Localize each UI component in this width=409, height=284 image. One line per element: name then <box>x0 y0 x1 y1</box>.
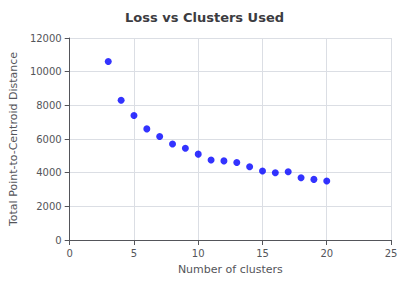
svg-text:12000: 12000 <box>30 33 62 44</box>
svg-text:10000: 10000 <box>30 66 62 77</box>
svg-text:6000: 6000 <box>36 134 61 145</box>
svg-text:20: 20 <box>320 248 333 259</box>
svg-text:4000: 4000 <box>36 167 61 178</box>
svg-text:10: 10 <box>192 248 205 259</box>
svg-text:25: 25 <box>385 248 398 259</box>
svg-text:5: 5 <box>131 248 137 259</box>
svg-text:Total Point-to-Centroid Distan: Total Point-to-Centroid Distance <box>7 52 20 227</box>
svg-text:0: 0 <box>67 248 73 259</box>
svg-text:Number of clusters: Number of clusters <box>178 263 283 276</box>
svg-text:Loss vs Clusters Used: Loss vs Clusters Used <box>125 10 284 25</box>
svg-text:15: 15 <box>256 248 269 259</box>
svg-text:0: 0 <box>55 235 61 246</box>
svg-text:2000: 2000 <box>36 201 61 212</box>
svg-text:8000: 8000 <box>36 100 61 111</box>
